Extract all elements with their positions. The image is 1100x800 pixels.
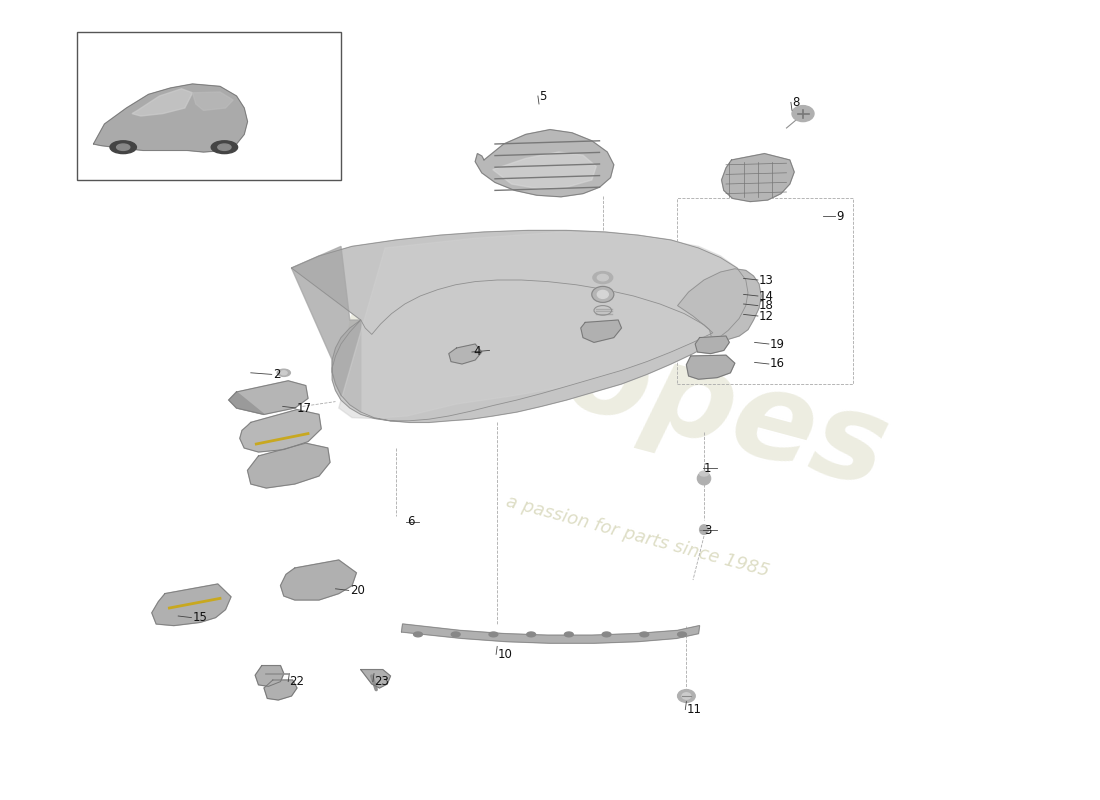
- Ellipse shape: [527, 632, 536, 637]
- Text: 15: 15: [192, 611, 208, 624]
- Text: 2: 2: [273, 368, 280, 381]
- Circle shape: [678, 690, 695, 702]
- Polygon shape: [402, 624, 700, 643]
- Ellipse shape: [700, 525, 708, 534]
- Text: 20: 20: [350, 584, 365, 597]
- Ellipse shape: [211, 141, 238, 154]
- Ellipse shape: [564, 632, 573, 637]
- Ellipse shape: [110, 141, 136, 154]
- Ellipse shape: [700, 471, 708, 476]
- Text: 10: 10: [497, 648, 513, 661]
- Text: 6: 6: [407, 515, 415, 528]
- Ellipse shape: [414, 632, 422, 637]
- Circle shape: [682, 693, 691, 699]
- Text: 22: 22: [289, 675, 305, 688]
- Circle shape: [597, 290, 608, 298]
- Polygon shape: [192, 92, 233, 110]
- Text: a passion for parts since 1985: a passion for parts since 1985: [505, 492, 771, 580]
- Polygon shape: [722, 154, 794, 202]
- Ellipse shape: [218, 144, 231, 150]
- Text: 3: 3: [704, 524, 712, 537]
- Polygon shape: [255, 666, 284, 686]
- Text: 1: 1: [704, 462, 712, 474]
- Polygon shape: [581, 320, 622, 342]
- Text: 12: 12: [759, 310, 774, 322]
- Text: 17: 17: [297, 402, 312, 414]
- Polygon shape: [678, 269, 761, 342]
- Polygon shape: [94, 84, 248, 152]
- Polygon shape: [280, 560, 356, 600]
- Text: 18: 18: [759, 299, 774, 312]
- Polygon shape: [132, 89, 192, 116]
- Text: 16: 16: [770, 358, 785, 370]
- Text: 11: 11: [686, 703, 702, 716]
- Ellipse shape: [490, 632, 498, 637]
- Polygon shape: [264, 680, 297, 700]
- Text: 19: 19: [770, 338, 785, 350]
- Polygon shape: [449, 344, 482, 364]
- Ellipse shape: [697, 472, 711, 485]
- Polygon shape: [248, 443, 330, 488]
- Polygon shape: [339, 232, 748, 418]
- Polygon shape: [361, 670, 390, 688]
- Ellipse shape: [277, 369, 290, 376]
- Polygon shape: [493, 152, 596, 189]
- Polygon shape: [695, 336, 729, 354]
- Polygon shape: [240, 410, 321, 452]
- Text: 5: 5: [539, 90, 547, 102]
- Ellipse shape: [597, 274, 608, 281]
- Ellipse shape: [678, 632, 686, 637]
- Polygon shape: [292, 246, 361, 412]
- Text: 8: 8: [792, 96, 800, 109]
- Text: 9: 9: [836, 210, 844, 222]
- Ellipse shape: [117, 144, 130, 150]
- Ellipse shape: [451, 632, 460, 637]
- Polygon shape: [229, 381, 308, 414]
- Polygon shape: [292, 230, 748, 422]
- Text: 13: 13: [759, 274, 774, 286]
- Ellipse shape: [593, 272, 613, 284]
- Circle shape: [792, 106, 814, 122]
- Text: 4: 4: [473, 346, 481, 358]
- Text: 23: 23: [374, 675, 389, 688]
- Text: 14: 14: [759, 290, 774, 302]
- Polygon shape: [229, 392, 264, 414]
- Text: europes: europes: [332, 255, 900, 513]
- Ellipse shape: [640, 632, 649, 637]
- Bar: [77, 32, 341, 180]
- Polygon shape: [475, 130, 614, 197]
- Polygon shape: [152, 584, 231, 626]
- Ellipse shape: [602, 632, 610, 637]
- Ellipse shape: [280, 370, 287, 374]
- Circle shape: [592, 286, 614, 302]
- Polygon shape: [686, 355, 735, 379]
